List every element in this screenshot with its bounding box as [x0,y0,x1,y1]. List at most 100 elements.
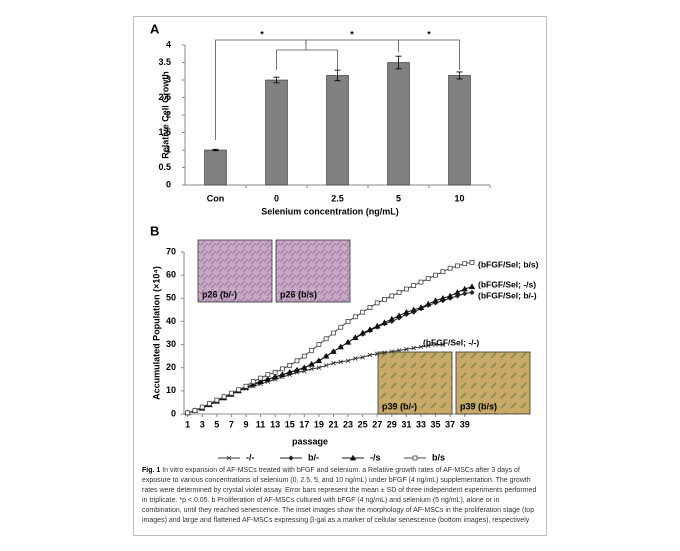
marker [403,308,410,315]
marker [226,455,232,461]
inset-label: p26 (b/s) [280,289,317,299]
marker [432,297,439,303]
marker [345,319,351,324]
marker [280,366,285,372]
marker [468,283,476,290]
y-tick-label: 10 [166,385,176,395]
marker [410,306,417,313]
inset-image [455,351,531,415]
marker [461,285,468,292]
marker [349,454,357,461]
series-end-label: (bFGF/Sel; b/-) [478,290,537,300]
marker [367,305,373,310]
bar [265,79,288,186]
marker [389,293,395,299]
marker [425,276,431,282]
marker [374,300,380,306]
y-tick-label: 70 [166,246,176,256]
figure-frame [133,16,547,536]
y-tick-label: 60 [166,270,176,280]
marker [440,269,446,275]
marker [360,355,365,360]
marker [236,387,242,393]
significance-star: * [350,29,354,39]
y-tick-label: 50 [166,293,176,303]
marker [257,378,264,384]
marker [293,366,301,373]
error-bar [395,55,402,70]
caption-label: Fig. 1 [142,467,161,474]
inset-image [275,239,351,303]
bar [448,75,471,186]
series-end-label: (bFGF/Sel; -/-) [423,337,479,347]
marker [374,351,380,357]
marker [265,372,271,378]
marker [199,404,205,410]
y-tick-label: 3.5 [158,57,171,67]
marker [425,343,431,349]
marker [367,352,373,358]
marker [286,369,293,375]
marker [389,349,395,354]
bar [204,149,227,186]
marker [374,322,381,329]
series-line [187,286,473,414]
marker [330,348,337,354]
x-tick-label: 21 [328,419,338,429]
panel-label: B [150,223,159,238]
marker [396,290,402,295]
inset-label: p26 (b/-) [202,289,237,299]
marker [294,358,300,364]
marker [315,357,323,364]
marker [271,373,279,380]
x-tick-label: 11 [256,419,266,429]
inset-image [377,351,453,415]
x-axis-label: Selenium concentration (ng/mL) [261,206,399,216]
marker [192,408,198,413]
marker [338,359,344,365]
marker [207,401,212,406]
y-axis-label: Relative Cell Growth [160,71,170,159]
marker [316,365,322,370]
series-line [187,261,473,414]
y-tick-label: 4 [166,39,171,49]
marker [309,366,314,372]
y-tick-label: 0 [171,408,176,418]
marker [454,293,460,299]
marker [322,352,330,359]
x-tick-label: 27 [372,419,382,429]
x-tick-label: 5 [214,419,219,429]
x-tick-label: 19 [314,419,324,429]
marker [288,455,294,461]
marker [301,364,308,371]
error-bar [456,71,463,80]
x-tick-label: 13 [270,419,280,429]
significance-star: * [427,29,431,39]
y-tick-label: 1 [166,144,171,154]
y-tick-label: 0.5 [158,162,171,172]
bar [387,62,410,186]
marker [250,379,256,385]
marker [366,326,374,332]
marker [323,363,329,368]
marker [382,297,387,302]
marker [462,261,468,266]
marker [440,342,446,347]
marker [447,265,453,271]
marker [185,410,191,416]
marker [258,375,263,381]
marker [404,346,409,352]
marker [243,383,249,389]
figure-caption: Fig. 1 In vitro expansion of AF-MSCs tre… [142,466,540,526]
marker [439,294,447,301]
marker [301,353,307,359]
marker [433,342,438,347]
y-axis-label: Accumulated Population (×10⁴) [151,266,161,400]
error-bar [212,148,219,152]
x-tick-label: 10 [454,193,464,203]
x-tick-label: 7 [229,419,234,429]
x-tick-label: 9 [243,419,248,429]
marker [359,329,366,336]
x-tick-label: 31 [401,419,411,429]
series-end-label: (bFGF/Sel; -/s) [478,279,536,289]
